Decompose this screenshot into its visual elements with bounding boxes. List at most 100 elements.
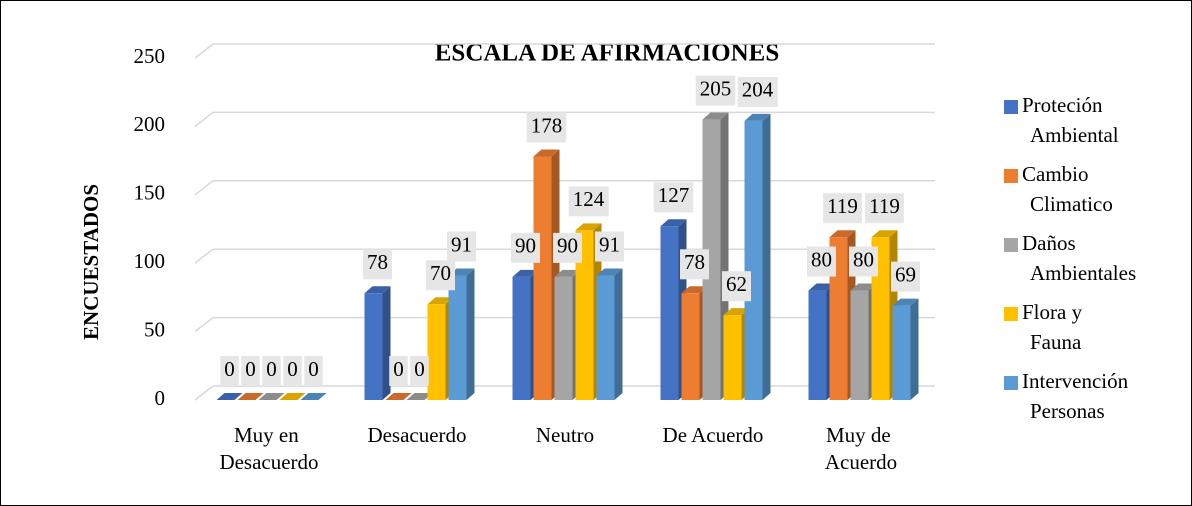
data-label: 0 (308, 357, 319, 381)
y-tick-label: 200 (134, 112, 166, 136)
data-label-bg (526, 112, 567, 143)
bar-top (364, 286, 391, 294)
data-label-bg (426, 260, 455, 291)
bar-side (910, 298, 919, 400)
legend-label: Daños Ambientales (1022, 231, 1136, 285)
bar-side (382, 286, 391, 400)
data-label: 205 (700, 76, 732, 100)
data-label: 119 (869, 194, 900, 218)
legend-label: Cambio Climatico (1022, 162, 1113, 216)
data-label-bg (220, 356, 239, 386)
bar-top (512, 269, 539, 277)
bar (702, 119, 721, 400)
data-label: 78 (684, 250, 705, 274)
data-label-bg (849, 246, 878, 277)
data-label: 70 (430, 261, 451, 285)
data-label-bg (363, 249, 392, 280)
legend-label: Flora y Fauna (1022, 300, 1087, 354)
data-label: 0 (245, 357, 256, 381)
bar-top (660, 219, 687, 227)
y-tick-label: 50 (144, 317, 165, 341)
bar (448, 275, 467, 400)
data-label: 78 (367, 250, 388, 274)
data-label-bg (283, 356, 302, 386)
bar-top (871, 230, 898, 238)
bar (723, 315, 742, 400)
bar (596, 275, 615, 400)
data-label-bg (304, 356, 323, 386)
data-label-bg (865, 193, 904, 224)
data-label-bg (410, 356, 429, 386)
bar (808, 290, 827, 400)
legend-label: Proteción Ambiental (1022, 93, 1119, 147)
data-label-bg (891, 261, 920, 292)
data-label: 204 (742, 78, 774, 102)
data-label-bg (241, 356, 260, 386)
bar-top (533, 149, 560, 157)
x-tick-label: Muy de Acuerdo (825, 423, 897, 474)
data-label: 127 (658, 183, 690, 207)
bar-top (300, 393, 327, 400)
x-tick-label: Muy en Desacuerdo (219, 423, 318, 474)
data-label-bg (680, 249, 709, 280)
grid-line (194, 43, 935, 59)
bar-top (892, 298, 919, 306)
data-label-bg (389, 356, 408, 386)
data-label: 80 (853, 247, 874, 271)
legend-swatch (1004, 307, 1018, 321)
data-label: 0 (224, 357, 235, 381)
grid-line (194, 180, 935, 196)
data-label: 0 (287, 357, 298, 381)
bar-side (466, 268, 475, 400)
y-axis-label: ENCUESTADOS (79, 184, 103, 340)
data-label: 91 (599, 232, 620, 256)
data-label-bg (595, 231, 624, 262)
bar-top (829, 230, 856, 238)
data-label-bg (653, 182, 694, 213)
y-tick-label: 150 (134, 181, 166, 205)
data-label-bg (823, 193, 862, 224)
legend-swatch (1004, 169, 1018, 183)
data-label: 91 (451, 232, 472, 256)
bar-top (681, 286, 708, 294)
legend-swatch (1004, 100, 1018, 114)
bar-top (850, 283, 877, 291)
bar-top (596, 268, 623, 276)
x-tick-label: Desacuerdo (367, 423, 466, 447)
bar (892, 305, 911, 400)
data-label-bg (807, 246, 836, 277)
bar (660, 226, 679, 400)
bar-top (808, 283, 835, 291)
data-label: 178 (531, 113, 563, 137)
y-tick-label: 250 (134, 44, 166, 68)
grid-line (194, 111, 935, 127)
bar-top (258, 393, 285, 400)
bar (512, 276, 531, 400)
data-label: 119 (827, 194, 858, 218)
bar (533, 156, 552, 400)
bar-top (385, 393, 412, 400)
y-tick-label: 100 (134, 249, 166, 273)
bar (850, 290, 869, 400)
data-label: 0 (393, 357, 404, 381)
bar-top (406, 393, 433, 400)
bar-top (427, 297, 454, 305)
data-label-bg (262, 356, 281, 386)
data-label-bg (737, 76, 778, 107)
bar (575, 230, 594, 400)
bar (681, 293, 700, 400)
bar-side (614, 268, 623, 400)
legend-label: Intervención Personas (1022, 369, 1133, 423)
bar-top (575, 223, 602, 231)
data-label: 124 (573, 187, 605, 211)
data-label: 0 (266, 357, 277, 381)
bar (554, 276, 573, 400)
bar-top (554, 269, 581, 277)
bar (744, 120, 763, 400)
data-label: 0 (414, 357, 425, 381)
legend-swatch (1004, 376, 1018, 390)
data-label: 69 (895, 262, 916, 286)
bar (829, 237, 848, 400)
bar-top (216, 393, 243, 400)
